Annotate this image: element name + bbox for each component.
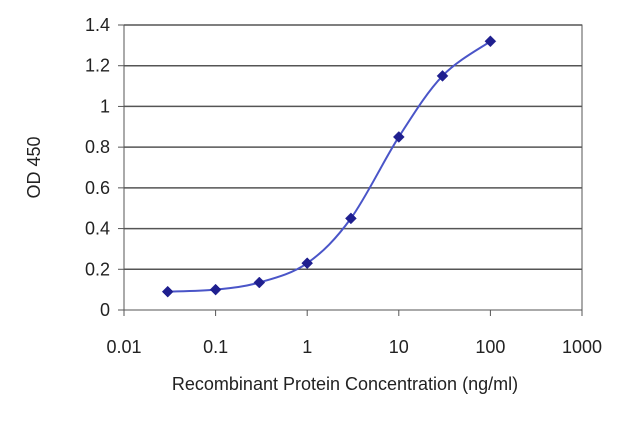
y-tick-label: 0 xyxy=(100,300,110,320)
x-tick-label: 100 xyxy=(475,337,505,357)
data-point xyxy=(253,276,266,289)
plot-area-frame xyxy=(123,24,583,311)
y-tick-label: 1.4 xyxy=(85,15,110,35)
data-point xyxy=(392,131,405,143)
y-tick-label: 1 xyxy=(100,96,110,116)
series-line xyxy=(167,40,491,293)
x-tick-label: 0.01 xyxy=(106,337,141,357)
y-axis-title: OD 450 xyxy=(24,136,44,198)
x-tick-label: 0.1 xyxy=(203,337,228,357)
data-point xyxy=(161,285,174,298)
x-tick-label: 1000 xyxy=(562,337,602,357)
y-tick-label: 0.6 xyxy=(85,178,110,198)
data-point xyxy=(484,35,497,48)
y-tick-label: 0.4 xyxy=(85,219,110,239)
data-point xyxy=(301,257,314,270)
x-tick-label: 1 xyxy=(302,337,312,357)
x-tick-label: 10 xyxy=(389,337,409,357)
y-axis-ticks: 0 0.2 0.4 0.6 0.8 1 1.2 1.4 xyxy=(85,15,124,320)
series-layer xyxy=(161,35,497,298)
data-point xyxy=(436,70,449,82)
x-axis-ticks: 0.01 0.1 1 10 100 1000 xyxy=(106,310,602,357)
x-axis-title: Recombinant Protein Concentration (ng/ml… xyxy=(172,374,518,394)
y-tick-label: 1.2 xyxy=(85,56,110,76)
data-point xyxy=(345,212,357,225)
data-point xyxy=(209,283,222,296)
y-tick-label: 0.2 xyxy=(85,259,110,279)
gridlines xyxy=(124,24,582,271)
y-tick-label: 0.8 xyxy=(85,137,110,157)
